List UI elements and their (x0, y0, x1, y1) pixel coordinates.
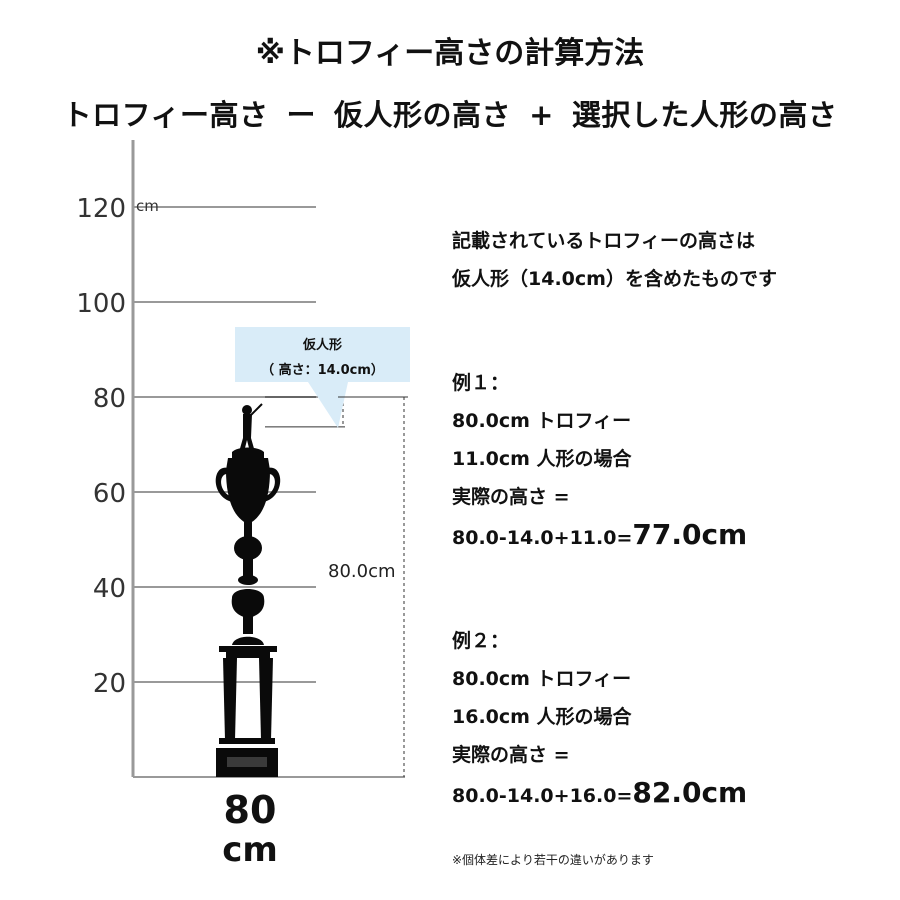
example-1-formula: 80.0-14.0+11.0= (452, 527, 633, 549)
trophy-stem-1 (244, 522, 252, 538)
formula-term-temp-figure: 仮人形の高さ (334, 98, 512, 132)
callout-pointer (308, 382, 348, 428)
intro-line-1: 記載されているトロフィーの高さは (452, 230, 756, 252)
callout-detail: （ 高さ：14.0cm） (261, 363, 384, 378)
figure-club (247, 403, 263, 419)
trophy-size-value: 80 (223, 788, 277, 832)
tick-label-100: 100 (76, 289, 126, 319)
trophy-base-plate (219, 738, 275, 744)
callout-title: 仮人形 (302, 338, 342, 353)
tick-label-120: 120 (76, 194, 126, 224)
example-1: 例１： 80.0cm トロフィー 11.0cm 人形の場合 実際の高さ = 80… (452, 364, 747, 557)
trophy-stem-3 (243, 616, 253, 634)
figure-head (242, 405, 252, 415)
page-title: ※トロフィー高さの計算方法 (255, 36, 645, 71)
trophy-silhouette (215, 403, 281, 777)
example-2-result-label: 実際の高さ = (452, 744, 570, 766)
tick-label-60: 60 (93, 479, 126, 509)
trophy-size-unit: cm (222, 830, 278, 870)
trophy-collar (238, 575, 258, 585)
example-1-heading: 例１： (452, 372, 510, 394)
trophy-handle-right (264, 467, 281, 502)
formula-term-trophy-height: トロフィー高さ (62, 98, 269, 132)
trophy-nameplate (227, 757, 267, 767)
example-2-heading: 例２： (452, 630, 510, 652)
intro-line-2: 仮人形（14.0cm）を含めたものです (452, 268, 777, 290)
example-1-result-label: 実際の高さ = (452, 486, 570, 508)
trophy-knob-2 (231, 589, 265, 618)
example-1-trophy: 80.0cm トロフィー (452, 410, 632, 432)
example-2-trophy: 80.0cm トロフィー (452, 668, 632, 690)
trophy-knob-1 (234, 536, 262, 560)
example-2-formula: 80.0-14.0+16.0= (452, 785, 633, 807)
tick-label-40: 40 (93, 574, 126, 604)
scale-ticks: 120 100 80 60 40 20 (76, 194, 316, 699)
tick-label-20: 20 (93, 669, 126, 699)
formula-term-selected-figure: 選択した人形の高さ (571, 98, 838, 132)
trophy-column-right (259, 658, 273, 740)
total-height-label: 80.0cm (326, 561, 398, 582)
example-2-calculation: 80.0-14.0+16.0=82.0cm (452, 774, 747, 815)
footnote: ※個体差により若干の違いがあります (452, 853, 654, 867)
example-2-figure: 16.0cm 人形の場合 (452, 706, 632, 728)
scale-unit-label: cm (136, 197, 159, 215)
trophy-knob-3 (232, 636, 264, 645)
formula-plus: + (529, 98, 554, 132)
figure-body (239, 414, 255, 452)
formula-minus: ー (286, 98, 317, 132)
example-2: 例２： 80.0cm トロフィー 16.0cm 人形の場合 実際の高さ = 80… (452, 622, 747, 815)
trophy-cup (226, 458, 270, 524)
example-1-figure: 11.0cm 人形の場合 (452, 448, 632, 470)
temp-figure-callout: 仮人形 （ 高さ：14.0cm） (235, 327, 410, 382)
trophy-top-plate-2 (226, 652, 270, 658)
trophy-top-plate (219, 646, 277, 652)
trophy-column-left (223, 658, 237, 740)
formula-title: トロフィー高さー仮人形の高さ + 選択した人形の高さ (0, 92, 900, 134)
example-2-result: 82.0cm (632, 776, 748, 809)
intro-text: 記載されているトロフィーの高さは 仮人形（14.0cm）を含めたものです (452, 222, 777, 298)
trophy-lid (232, 447, 264, 460)
example-1-calculation: 80.0-14.0+11.0=77.0cm (452, 516, 747, 557)
tick-label-80: 80 (93, 384, 126, 414)
trophy-stem-2 (243, 558, 253, 578)
trophy-handle-left (215, 467, 232, 502)
example-1-result: 77.0cm (632, 518, 748, 551)
